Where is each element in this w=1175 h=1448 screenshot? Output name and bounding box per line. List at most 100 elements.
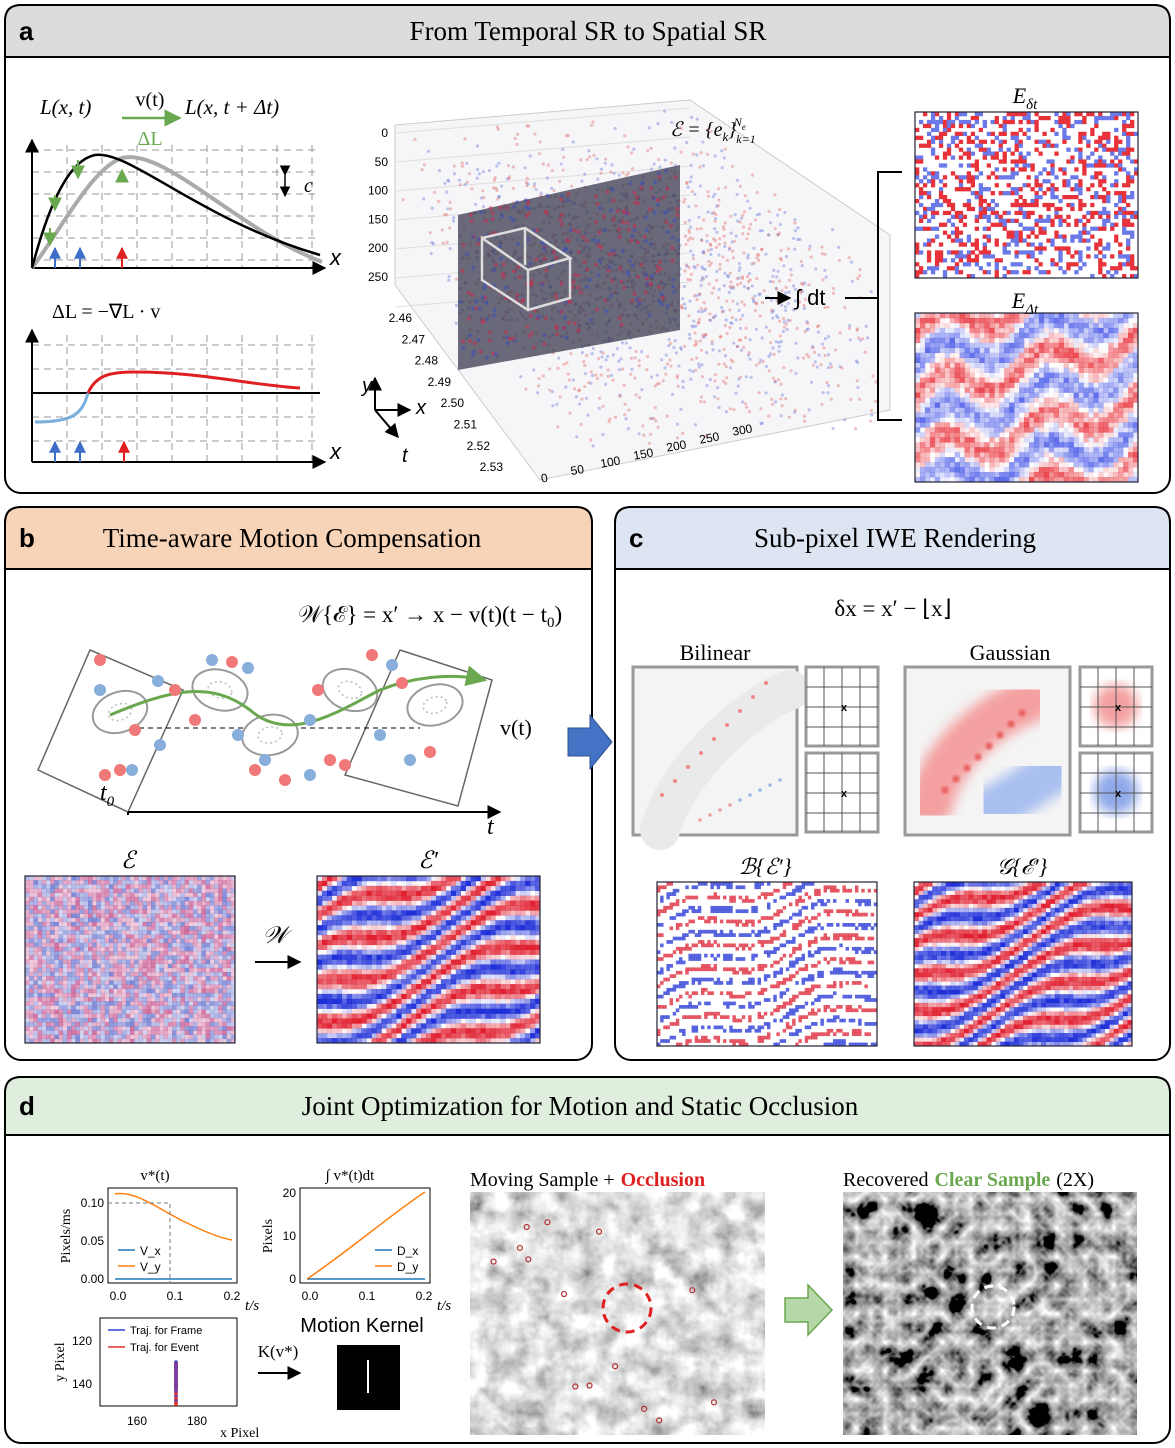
event-dot <box>595 157 598 160</box>
pixel <box>950 462 955 467</box>
pixel <box>1044 348 1049 353</box>
pixel <box>1024 323 1029 328</box>
pixel <box>189 876 194 880</box>
pixel <box>974 348 979 353</box>
pixel <box>1038 219 1042 223</box>
pixel <box>96 918 101 922</box>
pixel <box>1083 422 1088 427</box>
pixel <box>1082 223 1086 227</box>
pixel <box>960 328 965 333</box>
pixel <box>963 223 967 227</box>
pixel <box>1044 388 1049 393</box>
pixel <box>1118 148 1122 152</box>
pixel <box>1074 457 1079 462</box>
pixel <box>940 353 945 358</box>
pixel <box>1054 368 1059 373</box>
event-dot <box>779 334 782 337</box>
slice-event <box>461 346 465 350</box>
pixel <box>1078 112 1082 116</box>
formula-part: L(x, t + Δt) <box>184 95 279 119</box>
pixel <box>939 132 943 136</box>
event-dot <box>749 207 752 210</box>
pixel <box>1114 183 1118 187</box>
pixel <box>1003 219 1007 223</box>
pixel <box>1113 402 1118 407</box>
slice-event <box>602 214 606 218</box>
pixel <box>1069 363 1074 368</box>
pixel <box>1004 462 1009 467</box>
pixel <box>1059 442 1064 447</box>
pixel <box>955 328 960 333</box>
pixel <box>33 909 38 913</box>
pixel <box>1103 398 1108 403</box>
pixel <box>1082 171 1086 175</box>
slice-event <box>518 275 522 279</box>
pixel <box>1108 358 1113 363</box>
event-dot <box>540 192 543 195</box>
pixel <box>151 876 156 880</box>
slice-event <box>675 207 679 211</box>
pixel <box>935 155 939 159</box>
slice-event <box>542 247 546 251</box>
pixel <box>935 250 939 254</box>
pixel <box>214 901 219 905</box>
pixel <box>979 183 983 187</box>
pixel <box>109 901 114 905</box>
pixel <box>1102 179 1106 183</box>
pixel <box>54 880 59 884</box>
pixel <box>965 318 970 323</box>
pixel <box>1034 437 1039 442</box>
event-dot <box>788 279 791 282</box>
pixel <box>185 914 190 918</box>
panel-label: b <box>19 523 35 553</box>
pixel <box>1113 313 1118 318</box>
pixel <box>1039 398 1044 403</box>
event-dot <box>539 140 542 143</box>
pixel <box>1108 328 1113 333</box>
event-dot <box>590 124 593 127</box>
pixel <box>159 901 164 905</box>
event-dot <box>452 216 455 219</box>
slice-event <box>559 197 563 201</box>
slice-event <box>644 239 648 243</box>
pixel <box>1049 353 1054 358</box>
pixel <box>1088 417 1093 422</box>
pixel <box>1093 442 1098 447</box>
pixel <box>101 897 106 901</box>
pixel <box>222 914 227 918</box>
pixel <box>1069 462 1074 467</box>
pixel <box>1128 378 1133 383</box>
slice-event <box>530 279 534 283</box>
pixel <box>1064 323 1069 328</box>
pixel <box>1082 215 1086 219</box>
pixel <box>1123 462 1128 467</box>
event-dot <box>597 357 600 360</box>
pixel <box>975 120 979 124</box>
event-dot <box>715 231 718 234</box>
pixel <box>1059 457 1064 462</box>
pixel <box>960 313 965 318</box>
pixel <box>1123 457 1128 462</box>
pixel <box>970 373 975 378</box>
pixel <box>1103 442 1108 447</box>
pixel <box>920 373 925 378</box>
pixel <box>1069 368 1074 373</box>
pixel <box>1098 398 1103 403</box>
pixel <box>214 897 219 901</box>
pixel <box>1027 254 1031 258</box>
pixel <box>1093 378 1098 383</box>
pixel <box>1054 427 1059 432</box>
pixel <box>130 901 135 905</box>
pixel <box>987 215 991 219</box>
pixel <box>1069 432 1074 437</box>
pixel <box>930 402 935 407</box>
pixel <box>1024 417 1029 422</box>
pixel <box>945 398 950 403</box>
slice-event <box>651 274 655 278</box>
pixel <box>1098 116 1102 120</box>
pixel <box>920 338 925 343</box>
pixel <box>1079 343 1084 348</box>
pixel <box>994 398 999 403</box>
event-dot <box>592 444 595 447</box>
pixel <box>1126 195 1130 199</box>
